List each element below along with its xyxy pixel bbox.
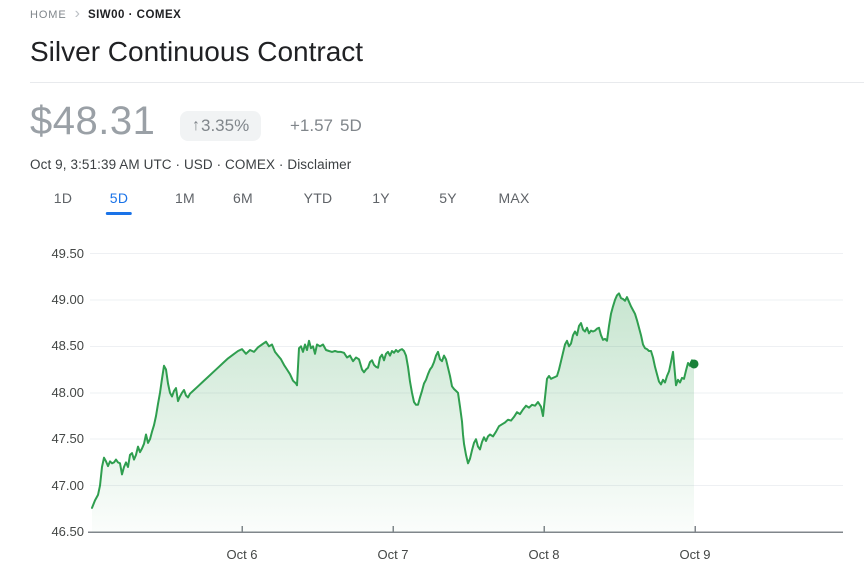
x-axis-label: Oct 7 [377,547,409,562]
y-axis-label: 49.50 [51,245,84,261]
tab-1d[interactable]: 1D [53,190,73,206]
tab-1m[interactable]: 1M [175,190,195,206]
y-axis-label: 47.50 [51,431,84,447]
tab-6m[interactable]: 6M [233,190,253,206]
y-axis-label: 48.00 [51,384,84,400]
page-title: Silver Continuous Contract [30,36,364,67]
price-line [91,292,695,509]
chevron-right-icon: › [74,5,80,22]
x-axis-label: Oct 9 [679,547,711,562]
change-percent-badge: ↑ 3.35% [180,111,262,141]
change-percent-value: 3.35% [201,116,250,135]
tab-1y[interactable]: 1Y [372,190,390,206]
range-tabs: 1D 5D 1M 6M YTD 1Y 5Y MAX [0,188,864,218]
arrow-up-icon: ↑ [192,117,200,134]
current-price: $48.31 [30,99,156,143]
breadcrumb: HOME › SIW00 · COMEX [30,5,182,22]
header-divider [30,82,864,83]
y-axis-label: 46.50 [51,524,84,539]
tab-5y[interactable]: 5Y [439,190,457,206]
tab-5d[interactable]: 5D [105,188,133,215]
change-period-label: 5D [340,116,362,135]
y-axis-label: 47.00 [51,477,84,493]
quote-timestamp: Oct 9, 3:51:39 AM UTC · USD · COMEX · [30,157,288,172]
breadcrumb-home-link[interactable]: HOME [30,9,67,21]
quote-meta: Oct 9, 3:51:39 AM UTC · USD · COMEX · Di… [30,157,351,172]
disclaimer-link[interactable]: Disclaimer [287,157,352,172]
last-price-dot [689,359,699,369]
change-absolute: +1.57 5D [290,111,362,141]
x-axis-label: Oct 6 [226,547,258,562]
tab-max[interactable]: MAX [498,190,530,206]
x-axis-label: Oct 8 [528,547,560,562]
price-area-fill [92,293,694,532]
y-axis-label: 48.50 [51,338,84,354]
change-absolute-value: +1.57 [290,116,334,135]
y-axis-label: 49.00 [51,291,84,307]
tab-ytd[interactable]: YTD [303,190,333,206]
breadcrumb-symbol: SIW00 · COMEX [87,9,182,21]
